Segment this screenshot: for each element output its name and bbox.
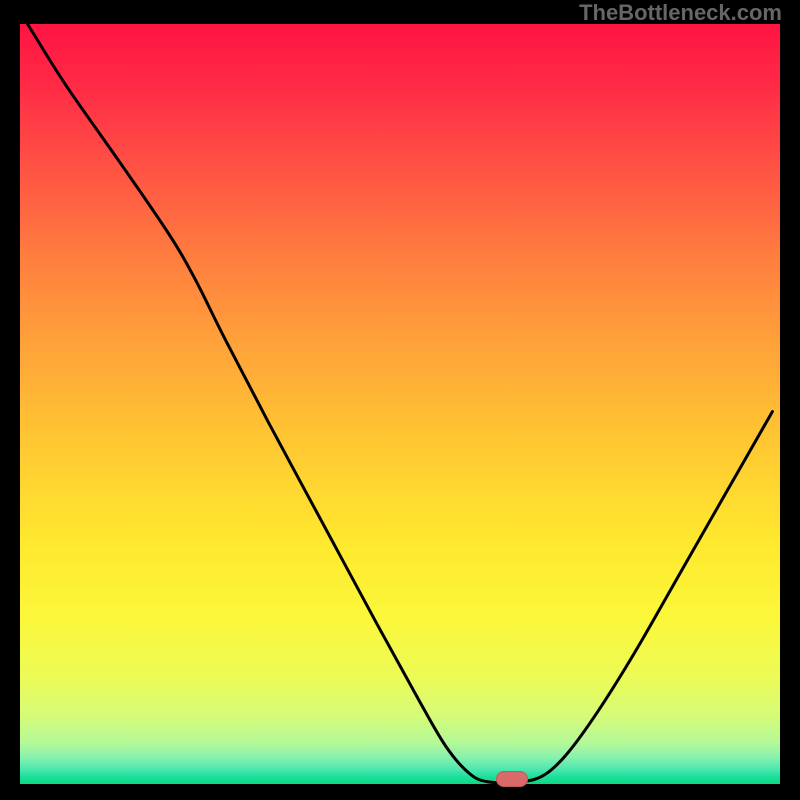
chart-container: TheBottleneck.com	[0, 0, 800, 800]
optimal-marker	[496, 771, 528, 787]
plot-area	[20, 24, 780, 784]
watermark-text: TheBottleneck.com	[579, 0, 782, 26]
